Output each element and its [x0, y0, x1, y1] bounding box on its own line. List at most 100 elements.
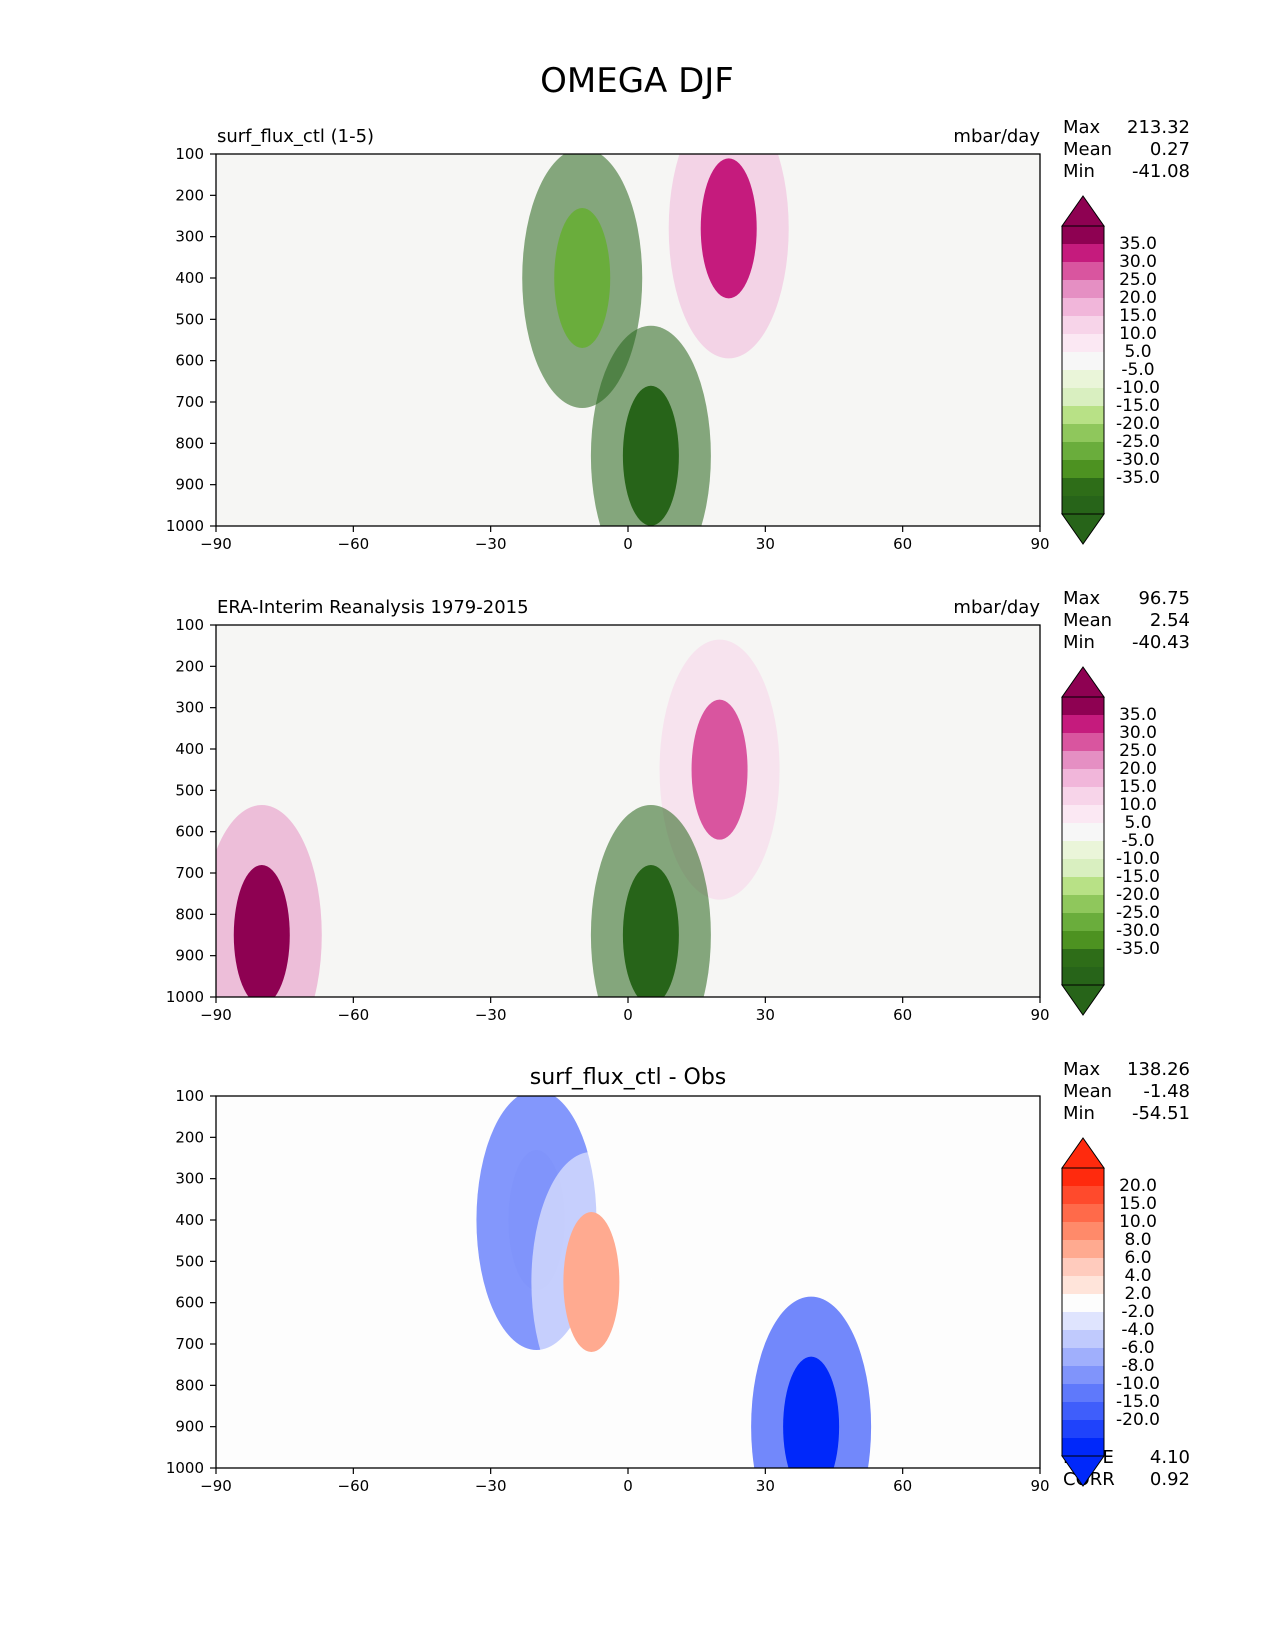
stat-label: Max [1063, 1059, 1101, 1080]
colorbar-segment [1062, 787, 1104, 805]
x-tick-label: 0 [623, 1477, 633, 1495]
colorbar-segment [1062, 1330, 1104, 1348]
colorbar-tick-label: 15.0 [1119, 777, 1157, 797]
y-tick-label: 700 [175, 393, 204, 411]
field-features [476, 1096, 872, 1468]
x-tick-label: 60 [893, 1477, 912, 1495]
x-tick-label: −60 [338, 1477, 370, 1495]
y-tick-label: 800 [175, 1376, 204, 1394]
colorbar-segment [1062, 841, 1104, 859]
colorbar-tick-label: 5.0 [1124, 813, 1151, 833]
colorbar-segment [1062, 733, 1104, 751]
colorbar-segment [1062, 316, 1104, 334]
colorbar-segment [1062, 1276, 1104, 1294]
y-tick-label: 700 [175, 864, 204, 882]
colorbar-segment [1062, 1294, 1104, 1312]
y-tick-label: 600 [175, 352, 204, 370]
colorbar-segment [1062, 823, 1104, 841]
y-tick-label: 1000 [166, 988, 204, 1006]
colorbar-frame [1061, 225, 1105, 515]
panel-title: surf_flux_ctl (1-5) [217, 126, 374, 147]
y-tick-label: 600 [175, 823, 204, 841]
colorbar-tick-label: 15.0 [1119, 306, 1157, 326]
colorbar-tick-label: -10.0 [1116, 849, 1160, 869]
colorbar-segment [1062, 1402, 1104, 1420]
colorbar-segment [1062, 226, 1104, 244]
x-tick-label: 30 [756, 1006, 775, 1024]
figure-title: OMEGA DJF [540, 61, 734, 101]
stat-value: 4.10 [1150, 1447, 1190, 1468]
field-feature-2 [554, 208, 611, 348]
y-tick-label: 1000 [166, 517, 204, 535]
colorbar-tick-label: 15.0 [1119, 1194, 1157, 1214]
colorbar: 20.015.010.08.06.04.02.0-2.0-4.0-6.0-8.0… [1061, 1137, 1160, 1487]
chart-panel-1: −90 −60 −30 0 30 60 90 100 200 300 400 500 600 700 800… [166, 117, 1190, 553]
colorbar-tick-label: -8.0 [1121, 1356, 1154, 1376]
colorbar-tick-label: -5.0 [1121, 360, 1154, 380]
x-tick-label: 30 [756, 1477, 775, 1495]
panel-units: mbar/day [953, 126, 1040, 147]
colorbar-tick-label: -25.0 [1116, 432, 1160, 452]
x-tick-label: 90 [1030, 535, 1049, 553]
colorbar-tick-label: -30.0 [1116, 921, 1160, 941]
colorbar-tick-label: 20.0 [1119, 1176, 1157, 1196]
stat-value: 2.54 [1150, 610, 1190, 631]
y-tick-label: 300 [175, 699, 204, 717]
colorbar-tick-label: -25.0 [1116, 903, 1160, 923]
field-feature-2 [783, 1356, 840, 1468]
y-tick-label: 100 [175, 145, 204, 163]
stat-label: Min [1063, 632, 1095, 653]
colorbar-segment [1062, 913, 1104, 931]
colorbar-segment [1062, 1384, 1104, 1402]
colorbar-tick-label: -20.0 [1116, 1410, 1160, 1430]
colorbar-tick-label: -20.0 [1116, 414, 1160, 434]
y-tick-label: 400 [175, 1211, 204, 1229]
x-tick-label: −90 [200, 1006, 232, 1024]
colorbar-tick-label: 30.0 [1119, 723, 1157, 743]
y-tick-label: 800 [175, 434, 204, 452]
stat-value: -1.48 [1143, 1081, 1190, 1102]
colorbar-tick-label: 25.0 [1119, 270, 1157, 290]
colorbar-segment [1062, 949, 1104, 967]
stat-label: Min [1063, 161, 1095, 182]
colorbar: 35.030.025.020.015.010.05.0-5.0-10.0-15.… [1061, 195, 1160, 545]
colorbar-tick-label: 20.0 [1119, 288, 1157, 308]
colorbar-tick-label: 20.0 [1119, 759, 1157, 779]
colorbar-tick-label: -15.0 [1116, 396, 1160, 416]
stat-value: 0.92 [1150, 1469, 1190, 1490]
colorbar-tick-label: 25.0 [1119, 741, 1157, 761]
colorbar-segment [1062, 715, 1104, 733]
panel-units: mbar/day [953, 597, 1040, 618]
x-tick-label: −30 [475, 1477, 507, 1495]
colorbar-segment [1062, 805, 1104, 823]
y-tick-label: 500 [175, 1252, 204, 1270]
x-tick-label: 60 [893, 1006, 912, 1024]
panel-title: surf_flux_ctl - Obs [530, 1065, 727, 1090]
colorbar-tick-label: -35.0 [1116, 939, 1160, 959]
x-tick-label: 60 [893, 535, 912, 553]
x-tick-label: −30 [475, 1006, 507, 1024]
x-tick-label: 30 [756, 535, 775, 553]
colorbar-extend-top [1061, 666, 1105, 698]
colorbar-segment [1062, 751, 1104, 769]
y-tick-label: 900 [175, 476, 204, 494]
colorbar-segment [1062, 1204, 1104, 1222]
colorbar-segment [1062, 1168, 1104, 1186]
y-tick-label: 900 [175, 1418, 204, 1436]
y-tick-label: 100 [175, 1087, 204, 1105]
colorbar-segment [1062, 406, 1104, 424]
colorbar-tick-label: -10.0 [1116, 1374, 1160, 1394]
field-feature-1 [622, 385, 679, 526]
colorbar-tick-label: 8.0 [1124, 1230, 1151, 1250]
colorbar-segment [1062, 460, 1104, 478]
colorbar-segment [1062, 370, 1104, 388]
colorbar-tick-label: -15.0 [1116, 867, 1160, 887]
y-tick-label: 500 [175, 310, 204, 328]
colorbar-segment [1062, 442, 1104, 460]
colorbar-segment [1062, 769, 1104, 787]
colorbar-segment [1062, 697, 1104, 715]
y-tick-label: 400 [175, 740, 204, 758]
colorbar-tick-label: -4.0 [1121, 1320, 1154, 1340]
y-tick-label: 300 [175, 1170, 204, 1188]
colorbar-frame [1061, 696, 1105, 986]
